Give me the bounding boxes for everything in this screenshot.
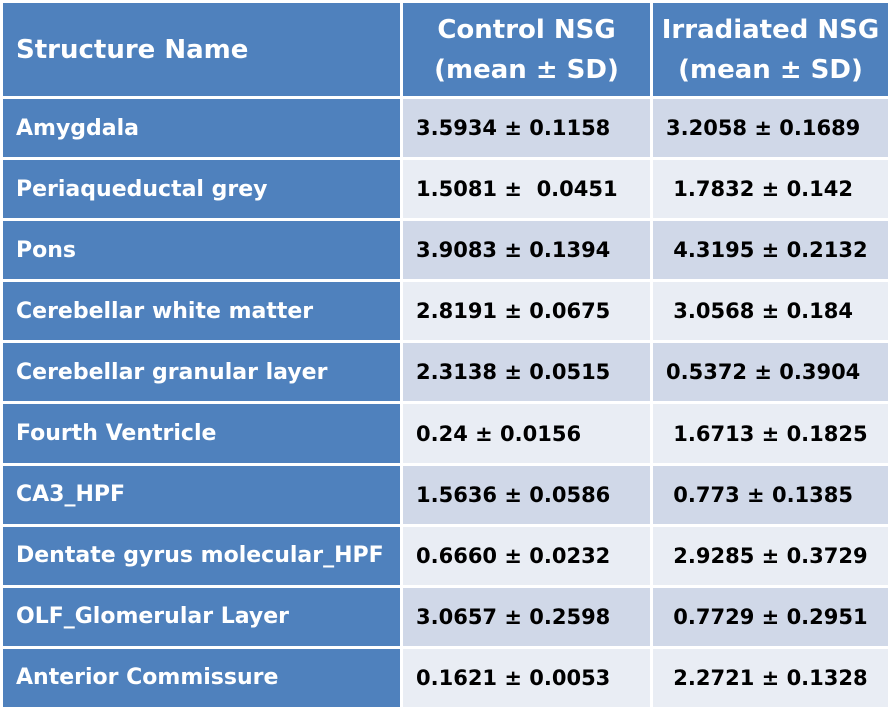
irradiated-value-cell: 2.9285 ± 0.3729: [650, 523, 888, 588]
structure-name-cell: Pons: [0, 218, 403, 283]
control-value-cell: 0.1621 ± 0.0053: [400, 645, 653, 710]
header-control-line1: Control NSG: [437, 14, 616, 45]
table-row: OLF_Glomerular Layer 3.0657 ± 0.2598 0.7…: [0, 584, 888, 649]
irradiated-value-cell: 0.5372 ± 0.3904: [650, 340, 888, 405]
control-value-cell: 2.8191 ± 0.0675: [400, 279, 653, 344]
irradiated-value-cell: 3.0568 ± 0.184: [650, 279, 888, 344]
table-row: Amygdala 3.5934 ± 0.1158 3.2058 ± 0.1689: [0, 95, 888, 161]
structure-name-cell: Amygdala: [0, 95, 403, 161]
header-irradiated-nsg: Irradiated NSG (mean ± SD): [650, 0, 888, 99]
table-row: CA3_HPF 1.5636 ± 0.0586 0.773 ± 0.1385: [0, 462, 888, 527]
control-value-cell: 3.9083 ± 0.1394: [400, 218, 653, 283]
irradiated-value-cell: 4.3195 ± 0.2132: [650, 218, 888, 283]
header-structure-name: Structure Name: [0, 0, 403, 99]
structure-name-cell: Cerebellar white matter: [0, 279, 403, 344]
control-value-cell: 1.5081 ± 0.0451: [400, 157, 653, 222]
structure-name-cell: Fourth Ventricle: [0, 401, 403, 466]
irradiated-value-cell: 3.2058 ± 0.1689: [650, 95, 888, 161]
irradiated-value-cell: 1.6713 ± 0.1825: [650, 401, 888, 466]
structure-name-cell: Periaqueductal grey: [0, 157, 403, 222]
structure-name-cell: OLF_Glomerular Layer: [0, 584, 403, 649]
header-irradiated-line1: Irradiated NSG: [661, 14, 880, 45]
table-row: Anterior Commissure 0.1621 ± 0.0053 2.27…: [0, 645, 888, 710]
control-value-cell: 1.5636 ± 0.0586: [400, 462, 653, 527]
irradiated-value-cell: 1.7832 ± 0.142: [650, 157, 888, 222]
control-value-cell: 3.0657 ± 0.2598: [400, 584, 653, 649]
table-header-row: Structure Name Control NSG (mean ± SD) I…: [0, 0, 888, 99]
control-value-cell: 2.3138 ± 0.0515: [400, 340, 653, 405]
irradiated-value-cell: 2.2721 ± 0.1328: [650, 645, 888, 710]
irradiated-value-cell: 0.7729 ± 0.2951: [650, 584, 888, 649]
control-value-cell: 0.24 ± 0.0156: [400, 401, 653, 466]
table-row: Pons 3.9083 ± 0.1394 4.3195 ± 0.2132: [0, 218, 888, 283]
table-row: Fourth Ventricle 0.24 ± 0.0156 1.6713 ± …: [0, 401, 888, 466]
table-row: Periaqueductal grey 1.5081 ± 0.0451 1.78…: [0, 157, 888, 222]
structure-name-cell: Anterior Commissure: [0, 645, 403, 710]
header-control-nsg: Control NSG (mean ± SD): [400, 0, 653, 99]
structure-name-cell: Cerebellar granular layer: [0, 340, 403, 405]
table-row: Cerebellar white matter 2.8191 ± 0.0675 …: [0, 279, 888, 344]
structure-name-cell: Dentate gyrus molecular_HPF: [0, 523, 403, 588]
header-irradiated-line2: (mean ± SD): [678, 54, 863, 85]
irradiated-value-cell: 0.773 ± 0.1385: [650, 462, 888, 527]
structure-name-cell: CA3_HPF: [0, 462, 403, 527]
header-control-line2: (mean ± SD): [434, 54, 619, 85]
table-row: Cerebellar granular layer 2.3138 ± 0.051…: [0, 340, 888, 405]
table-row: Dentate gyrus molecular_HPF 0.6660 ± 0.0…: [0, 523, 888, 588]
control-value-cell: 0.6660 ± 0.0232: [400, 523, 653, 588]
control-value-cell: 3.5934 ± 0.1158: [400, 95, 653, 161]
